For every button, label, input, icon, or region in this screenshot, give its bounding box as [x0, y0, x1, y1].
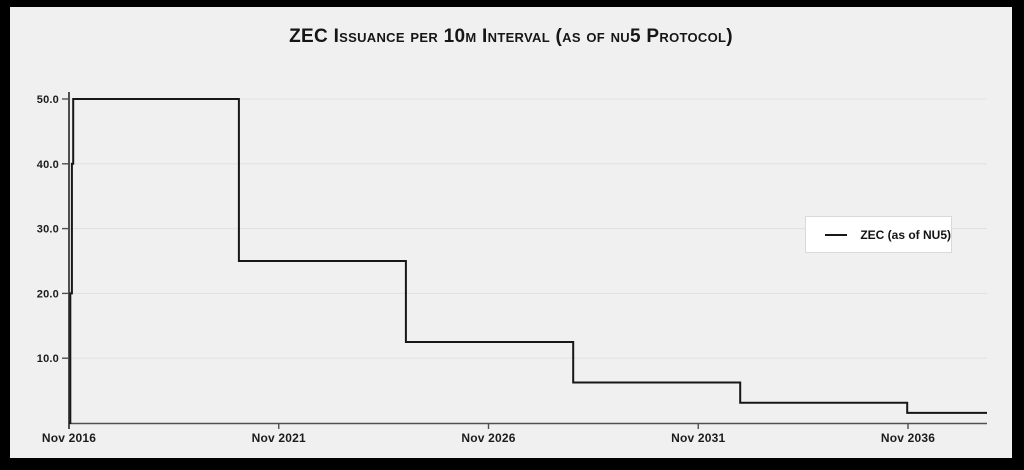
y-tick-label: 20.0	[37, 288, 59, 300]
y-tick-label: 10.0	[37, 353, 59, 365]
x-tick-label: Nov 2031	[671, 431, 725, 445]
x-tick-label: Nov 2036	[881, 431, 935, 445]
y-tick-label: 40.0	[37, 159, 59, 171]
x-tick-label: Nov 2026	[461, 431, 515, 445]
chart-title: ZEC Issuance per 10m Interval (as of nu5…	[289, 26, 733, 47]
legend-label: ZEC (as of NU5)	[860, 227, 951, 242]
x-tick-label: Nov 2016	[42, 431, 96, 445]
legend-line-swatch	[825, 233, 848, 236]
y-tick-label: 30.0	[37, 224, 59, 236]
zec-issuance-line	[69, 98, 987, 424]
x-tick-label: Nov 2021	[252, 431, 306, 445]
legend: ZEC (as of NU5)	[805, 216, 952, 253]
y-tick-label: 50.0	[37, 94, 59, 106]
chart-canvas: ZEC Issuance per 10m Interval (as of nu5…	[10, 7, 1012, 458]
